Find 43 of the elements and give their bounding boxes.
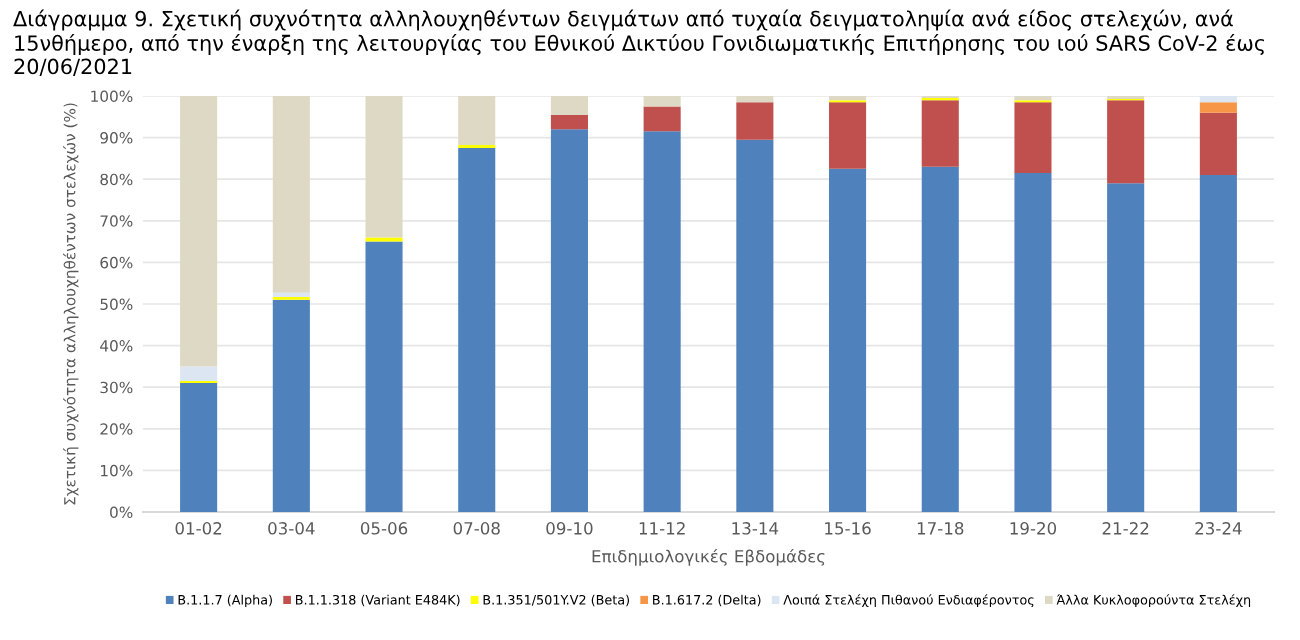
- bar: [1199, 102, 1237, 113]
- x-tick-label: 23-24: [1195, 522, 1242, 535]
- bar: [365, 241, 403, 512]
- bar: [1107, 100, 1145, 184]
- x-tick-label: 19-20: [1010, 522, 1057, 535]
- bar: [921, 100, 959, 167]
- x-axis-title: Επιδημιολογικές Εβδομάδες: [592, 548, 825, 566]
- bar: [180, 96, 218, 367]
- bar: [365, 96, 403, 238]
- x-tick-label: 17-18: [917, 522, 964, 535]
- chart-title: Διάγραμμα 9. Σχετική συχνότητα αλληλουχηθέντων δειγμάτων από τυχαία δειγματοληψία ανά είδος στελεχών, ανά 15νθήμερο, από την έναρξη της λειτουργίας του Εθνικού Δικτύου Γονιδιωματικής Επιτήρησης του ιού SARS CoV-2 έως 20/06/2021: [13, 9, 1264, 76]
- bar: [736, 102, 774, 140]
- bar: [550, 96, 588, 115]
- bar: [1014, 172, 1052, 512]
- x-tick-label: 15-16: [825, 522, 871, 535]
- x-tick-label: 07-08: [453, 522, 500, 535]
- x-tick-label: 05-06: [360, 522, 408, 535]
- bar: [643, 96, 681, 107]
- bar: [921, 166, 959, 512]
- bar: [458, 148, 496, 512]
- bar: [180, 383, 218, 512]
- bar: [643, 131, 681, 512]
- x-tick-label: 11-12: [639, 522, 685, 535]
- bar: [643, 106, 681, 132]
- bar: [272, 96, 310, 293]
- bar: [550, 114, 588, 130]
- bar: [736, 139, 774, 512]
- x-tick-label: 21-22: [1102, 522, 1149, 535]
- bar: [550, 129, 588, 512]
- bar: [1199, 175, 1237, 512]
- x-tick-label: 13-14: [732, 522, 779, 535]
- bar: [272, 299, 310, 512]
- bar: [1014, 102, 1052, 173]
- bar: [829, 102, 867, 169]
- x-tick-label: 09-10: [546, 522, 593, 535]
- bar: [458, 96, 496, 146]
- bar: [1107, 183, 1145, 512]
- bar: [1199, 112, 1237, 176]
- bar: [829, 168, 867, 512]
- x-tick-label: 01-02: [175, 522, 222, 535]
- bar: [736, 96, 774, 103]
- bar: [180, 366, 218, 381]
- x-tick-label: 03-04: [268, 522, 315, 535]
